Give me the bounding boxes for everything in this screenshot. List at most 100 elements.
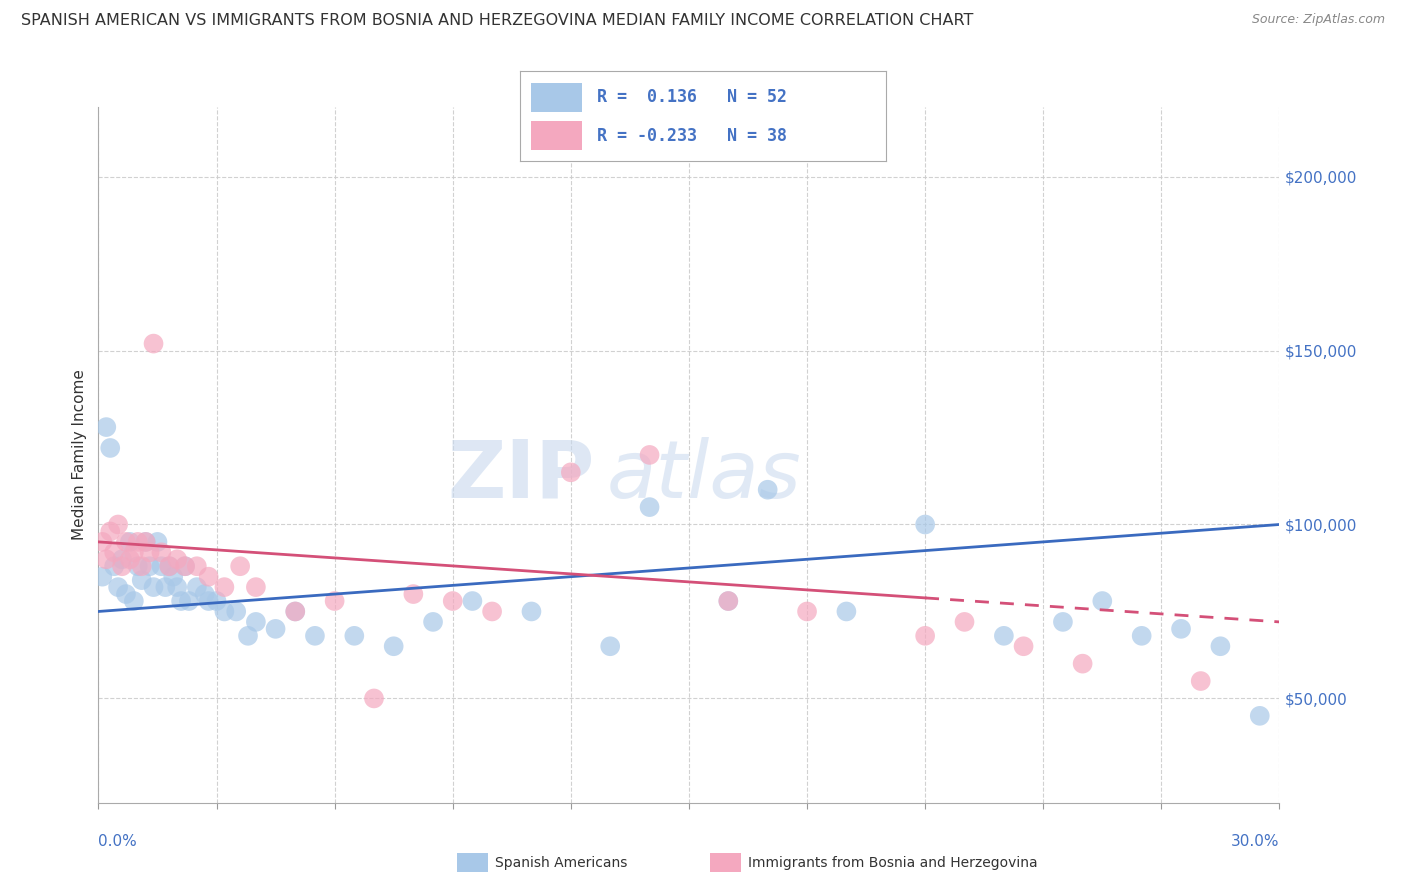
Point <box>953 615 976 629</box>
Text: 0.0%: 0.0% <box>98 834 138 849</box>
Point <box>1052 615 1074 629</box>
Point <box>131 559 153 574</box>
Point <box>96 420 118 434</box>
Point <box>91 534 114 549</box>
Text: Spanish Americans: Spanish Americans <box>495 855 627 870</box>
Point <box>1170 622 1192 636</box>
Point <box>96 552 118 566</box>
Point <box>142 580 165 594</box>
Point <box>103 545 125 559</box>
Point <box>796 605 818 619</box>
Bar <box>531 121 582 150</box>
Point <box>717 594 740 608</box>
Point <box>98 524 121 539</box>
Point <box>157 559 180 574</box>
Point <box>1012 639 1035 653</box>
Point <box>118 552 141 566</box>
Point <box>205 594 228 608</box>
Point <box>177 594 200 608</box>
Bar <box>531 83 582 112</box>
Point <box>245 580 267 594</box>
Point <box>229 559 252 574</box>
Point <box>115 587 138 601</box>
Point <box>186 580 208 594</box>
Text: 30.0%: 30.0% <box>1232 834 1279 849</box>
Point <box>382 639 405 653</box>
Point <box>107 517 129 532</box>
Point <box>461 594 484 608</box>
Text: R = -0.233   N = 38: R = -0.233 N = 38 <box>598 127 787 145</box>
Point <box>122 594 145 608</box>
Point <box>162 570 184 584</box>
Point <box>717 594 740 608</box>
Point <box>1189 674 1212 689</box>
Point <box>638 448 661 462</box>
Point <box>127 534 149 549</box>
Point <box>914 517 936 532</box>
Point <box>138 559 160 574</box>
Point <box>441 594 464 608</box>
Point <box>520 605 543 619</box>
Point <box>155 580 177 594</box>
Point <box>1209 639 1232 653</box>
Point <box>284 605 307 619</box>
Point <box>150 559 173 574</box>
Point <box>1249 708 1271 723</box>
Point <box>422 615 444 629</box>
Point <box>638 500 661 514</box>
Point <box>174 559 197 574</box>
Point <box>138 545 160 559</box>
Point <box>197 570 219 584</box>
Point <box>756 483 779 497</box>
Point <box>91 570 114 584</box>
Point <box>115 534 138 549</box>
Point <box>107 580 129 594</box>
Point <box>560 466 582 480</box>
Point <box>914 629 936 643</box>
Point <box>111 559 134 574</box>
Point <box>225 605 247 619</box>
Point <box>122 545 145 559</box>
Point <box>993 629 1015 643</box>
Point <box>170 594 193 608</box>
Point <box>343 629 366 643</box>
Point <box>363 691 385 706</box>
Point <box>146 534 169 549</box>
Point <box>835 605 858 619</box>
Point <box>174 559 197 574</box>
Point <box>284 605 307 619</box>
Point <box>157 559 180 574</box>
Point <box>402 587 425 601</box>
Point <box>166 552 188 566</box>
Point <box>127 559 149 574</box>
Point <box>131 573 153 587</box>
Point <box>245 615 267 629</box>
Point <box>236 629 259 643</box>
Point <box>214 580 236 594</box>
Text: atlas: atlas <box>606 437 801 515</box>
Point <box>264 622 287 636</box>
Point <box>135 534 157 549</box>
Point <box>197 594 219 608</box>
Point <box>135 534 157 549</box>
Point <box>186 559 208 574</box>
Text: SPANISH AMERICAN VS IMMIGRANTS FROM BOSNIA AND HERZEGOVINA MEDIAN FAMILY INCOME : SPANISH AMERICAN VS IMMIGRANTS FROM BOSN… <box>21 13 973 29</box>
Point <box>142 336 165 351</box>
Text: Immigrants from Bosnia and Herzegovina: Immigrants from Bosnia and Herzegovina <box>748 855 1038 870</box>
Point <box>599 639 621 653</box>
Point <box>194 587 217 601</box>
Point <box>214 605 236 619</box>
Text: Source: ZipAtlas.com: Source: ZipAtlas.com <box>1251 13 1385 27</box>
Point <box>150 545 173 559</box>
Point <box>1071 657 1094 671</box>
Point <box>304 629 326 643</box>
Point <box>166 580 188 594</box>
Point <box>111 552 134 566</box>
Point <box>1091 594 1114 608</box>
Point <box>481 605 503 619</box>
Point <box>98 441 121 455</box>
Point <box>323 594 346 608</box>
Text: ZIP: ZIP <box>447 437 595 515</box>
Text: R =  0.136   N = 52: R = 0.136 N = 52 <box>598 88 787 106</box>
Point <box>118 534 141 549</box>
